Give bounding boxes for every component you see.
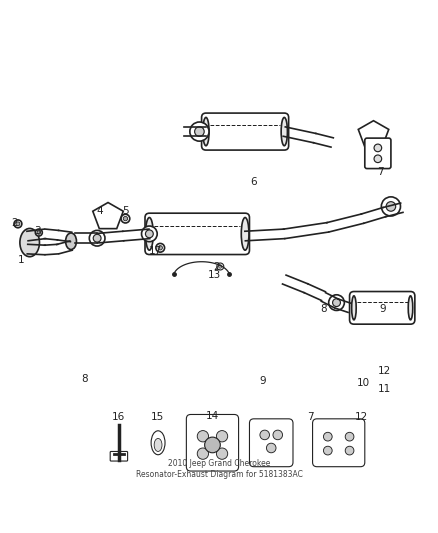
Text: 13: 13: [208, 270, 221, 280]
FancyBboxPatch shape: [365, 138, 391, 168]
FancyBboxPatch shape: [350, 292, 415, 324]
Circle shape: [273, 430, 283, 440]
Circle shape: [374, 144, 381, 152]
Text: 15: 15: [151, 411, 164, 422]
Circle shape: [93, 235, 101, 242]
Circle shape: [345, 432, 354, 441]
Text: 11: 11: [378, 384, 391, 394]
Text: 7: 7: [307, 411, 314, 422]
Ellipse shape: [145, 217, 153, 250]
Ellipse shape: [154, 439, 162, 451]
Text: 3: 3: [34, 226, 40, 236]
Text: 9: 9: [259, 376, 266, 386]
Ellipse shape: [203, 117, 209, 146]
Circle shape: [332, 298, 340, 306]
FancyBboxPatch shape: [201, 113, 289, 150]
Circle shape: [323, 446, 332, 455]
Circle shape: [37, 231, 41, 235]
Circle shape: [386, 201, 396, 211]
Circle shape: [219, 265, 222, 268]
Text: 8: 8: [81, 374, 88, 384]
Text: 12: 12: [355, 411, 368, 422]
Circle shape: [121, 214, 130, 223]
Circle shape: [216, 431, 228, 442]
Circle shape: [323, 432, 332, 441]
Ellipse shape: [281, 117, 287, 146]
Ellipse shape: [66, 233, 77, 249]
Circle shape: [190, 122, 209, 141]
Text: 7: 7: [377, 167, 383, 176]
Text: 16: 16: [111, 411, 125, 422]
Circle shape: [216, 448, 228, 459]
Text: 5: 5: [122, 206, 129, 216]
Circle shape: [35, 229, 42, 236]
Text: 8: 8: [320, 304, 327, 314]
Polygon shape: [358, 120, 389, 147]
Circle shape: [381, 197, 400, 216]
FancyBboxPatch shape: [313, 419, 365, 467]
Text: 14: 14: [206, 411, 219, 421]
FancyBboxPatch shape: [145, 213, 250, 255]
Circle shape: [345, 446, 354, 455]
Text: 1: 1: [18, 255, 24, 264]
Circle shape: [260, 430, 269, 440]
Ellipse shape: [20, 229, 39, 257]
Circle shape: [89, 230, 105, 246]
Text: 4: 4: [96, 206, 102, 216]
Circle shape: [16, 222, 20, 226]
Text: 2: 2: [11, 218, 18, 228]
Text: 17: 17: [149, 246, 162, 256]
Circle shape: [374, 155, 381, 163]
FancyBboxPatch shape: [250, 419, 293, 467]
Circle shape: [197, 431, 208, 442]
Text: 6: 6: [251, 176, 257, 187]
Circle shape: [14, 220, 22, 228]
Circle shape: [217, 263, 224, 270]
Circle shape: [266, 443, 276, 453]
Circle shape: [158, 246, 162, 250]
Circle shape: [197, 448, 208, 459]
Text: 2: 2: [213, 262, 220, 272]
Circle shape: [123, 216, 127, 221]
Polygon shape: [93, 203, 123, 229]
Text: 2010 Jeep Grand Cherokee
Resonator-Exhaust Diagram for 5181383AC: 2010 Jeep Grand Cherokee Resonator-Exhau…: [136, 459, 302, 479]
FancyBboxPatch shape: [110, 451, 127, 461]
Circle shape: [145, 230, 153, 238]
Circle shape: [328, 295, 344, 310]
Text: 12: 12: [378, 366, 391, 376]
FancyBboxPatch shape: [186, 415, 239, 471]
Circle shape: [205, 437, 220, 453]
Circle shape: [141, 226, 157, 241]
Ellipse shape: [408, 296, 413, 320]
Circle shape: [194, 127, 204, 136]
Text: 9: 9: [379, 304, 385, 314]
Text: 10: 10: [357, 378, 370, 388]
Ellipse shape: [241, 217, 249, 250]
Ellipse shape: [151, 431, 165, 455]
Circle shape: [156, 244, 165, 252]
Ellipse shape: [352, 296, 356, 320]
